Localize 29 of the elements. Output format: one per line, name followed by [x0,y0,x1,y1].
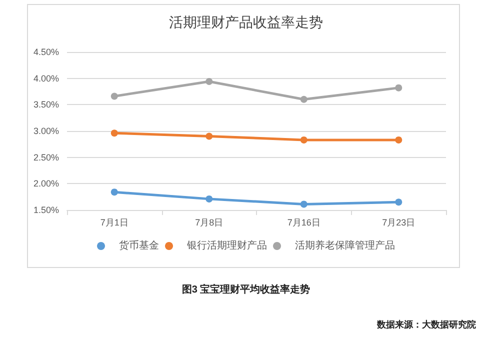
x-tick-label: 7月1日 [100,218,128,228]
y-tick-label: 2.50% [33,152,59,162]
x-tick-label: 7月23日 [382,218,416,228]
y-tick-label: 3.50% [33,100,59,110]
y-tick-label: 4.50% [33,47,59,57]
x-tick-label: 7月16日 [287,218,320,228]
point [395,136,402,144]
source-note: 数据来源：大数据研究院 [376,320,476,330]
legend-label: 货币基金 [119,240,159,252]
y-tick-label: 2.00% [33,178,59,189]
point [300,136,308,144]
point [300,200,308,208]
y-tick-label: 4.00% [33,73,59,84]
x-tick-label: 7月8日 [195,218,224,228]
point [110,188,118,196]
y-tick-label: 3.00% [33,126,59,136]
point [110,92,118,100]
point [206,195,213,202]
point [395,84,402,92]
legend-label: 活期养老保障管理产品 [295,240,395,252]
legend-label: 银行活期理财产品 [186,240,267,252]
point [206,132,213,140]
chart-title: 活期理财产品收益率走势 [169,14,323,30]
point [206,78,213,85]
caption: 图3 宝宝理财平均收益率走势 [182,284,310,296]
point [300,96,308,103]
point [110,130,118,137]
y-tick-label: 1.50% [33,205,59,215]
point [395,198,402,206]
